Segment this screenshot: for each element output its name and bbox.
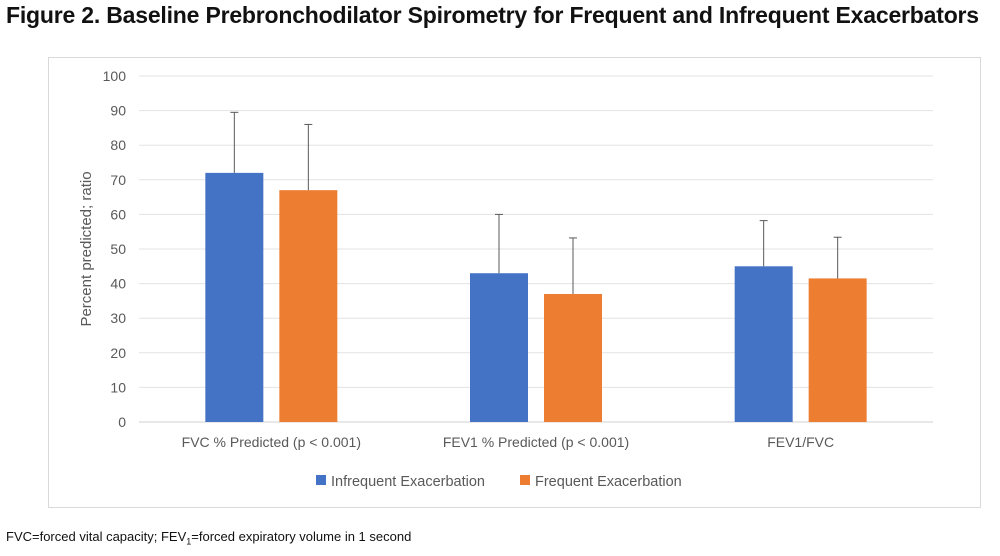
legend-label: Frequent Exacerbation [535, 474, 682, 490]
footnote: FVC=forced vital capacity; FEV1=forced e… [6, 529, 411, 547]
gridlines [139, 75, 933, 423]
legend: Infrequent Exacerbation Frequent Exacerba… [316, 474, 682, 490]
legend-swatch [520, 475, 530, 485]
y-tick-labels: 0 10 20 30 40 50 60 70 80 90 100 [103, 68, 127, 430]
y-tick-label: 10 [110, 379, 126, 395]
y-tick-label: 50 [110, 241, 126, 257]
x-tick-labels: FVC % Predicted (p < 0.001) FEV1 % Predic… [182, 434, 834, 450]
footnote-subscript: 1 [186, 536, 192, 547]
y-tick-label: 80 [110, 137, 126, 153]
bar [470, 273, 528, 422]
bar [808, 278, 867, 422]
y-tick-label: 100 [103, 68, 127, 84]
figure-title: Figure 2. Baseline Prebronchodilator Spi… [6, 2, 979, 28]
footnote-text-1: FVC=forced vital capacity; FEV [6, 529, 187, 544]
bar [279, 190, 338, 422]
bars [205, 172, 867, 422]
error-bars [230, 111, 842, 294]
y-axis-label: Percent predicted; ratio [78, 171, 95, 326]
y-tick-label: 20 [110, 345, 126, 361]
legend-swatch [316, 475, 326, 485]
y-tick-label: 90 [110, 103, 126, 119]
x-tick-label: FVC % Predicted (p < 0.001) [182, 434, 361, 450]
bar [734, 266, 793, 422]
y-tick-label: 0 [118, 414, 126, 430]
x-tick-label: FEV1/FVC [767, 434, 834, 450]
y-tick-label: 70 [110, 172, 126, 188]
footnote-text-2: =forced expiratory volume in 1 second [191, 529, 412, 544]
legend-label: Infrequent Exacerbation [331, 474, 485, 490]
y-tick-label: 60 [110, 206, 126, 222]
bar [205, 172, 264, 422]
x-tick-label: FEV1 % Predicted (p < 0.001) [443, 434, 629, 450]
y-tick-label: 40 [110, 276, 126, 292]
y-tick-label: 30 [110, 310, 126, 326]
bar [544, 293, 602, 422]
